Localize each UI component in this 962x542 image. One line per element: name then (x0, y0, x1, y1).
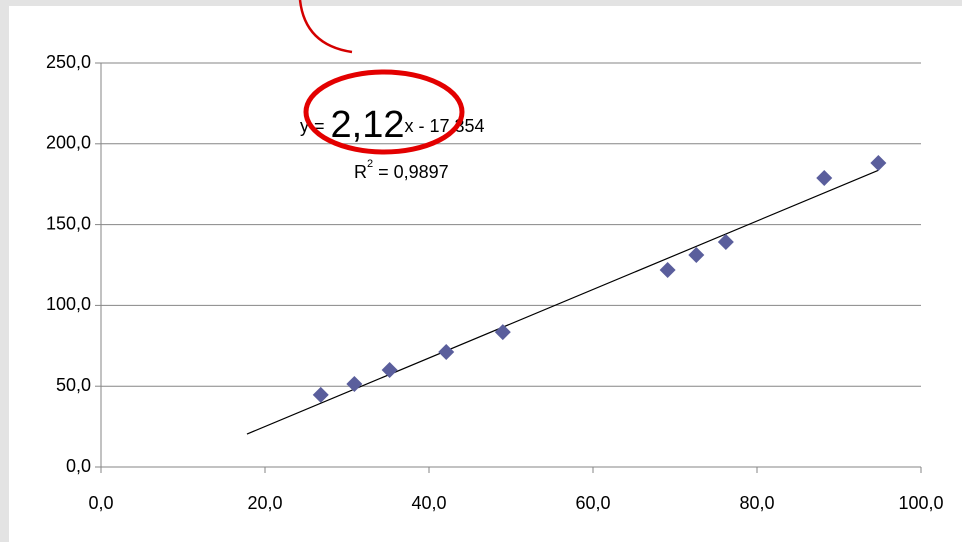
x-tick-label: 20,0 (247, 493, 282, 513)
y-tick-label: 100,0 (46, 294, 91, 314)
plot-area: 0,0 50,0 100,0 150,0 200,0 250,0 0,0 20,0 40,0 60… (46, 52, 944, 513)
y-tick-label: 200,0 (46, 133, 91, 153)
x-tick-label: 80,0 (739, 493, 774, 513)
y-tick-label: 0,0 (66, 456, 91, 476)
data-point (870, 155, 887, 172)
data-point (494, 324, 511, 341)
equation-suffix: x - 17,354 (404, 116, 484, 136)
data-point (717, 234, 734, 251)
x-tick-label: 60,0 (575, 493, 610, 513)
frame-left (0, 0, 9, 542)
y-tick-label: 50,0 (56, 375, 91, 395)
annotation-curve (298, 0, 353, 54)
y-tick-label: 250,0 (46, 52, 91, 72)
data-point (381, 362, 398, 379)
x-tick-label: 40,0 (411, 493, 446, 513)
r-value: = 0,9897 (373, 162, 449, 182)
data-point (438, 343, 455, 360)
r-squared: R2 = 0,9897 (354, 158, 449, 182)
data-point (659, 262, 676, 279)
highlight-circle (303, 69, 465, 155)
data-point (312, 386, 329, 403)
frame-top (0, 0, 962, 6)
x-tick-label: 100,0 (898, 493, 943, 513)
data-point (346, 375, 363, 392)
r-exponent: 2 (367, 158, 373, 170)
trendline (246, 169, 879, 435)
equation-slope: 2,12 (331, 104, 405, 146)
y-tick-label: 150,0 (46, 213, 91, 233)
x-tick-label: 0,0 (88, 493, 113, 513)
data-point (816, 170, 833, 187)
r-symbol: R (354, 162, 367, 182)
trend-equation: y = 2,12x - 17,354 (300, 104, 485, 146)
data-point (688, 246, 705, 263)
